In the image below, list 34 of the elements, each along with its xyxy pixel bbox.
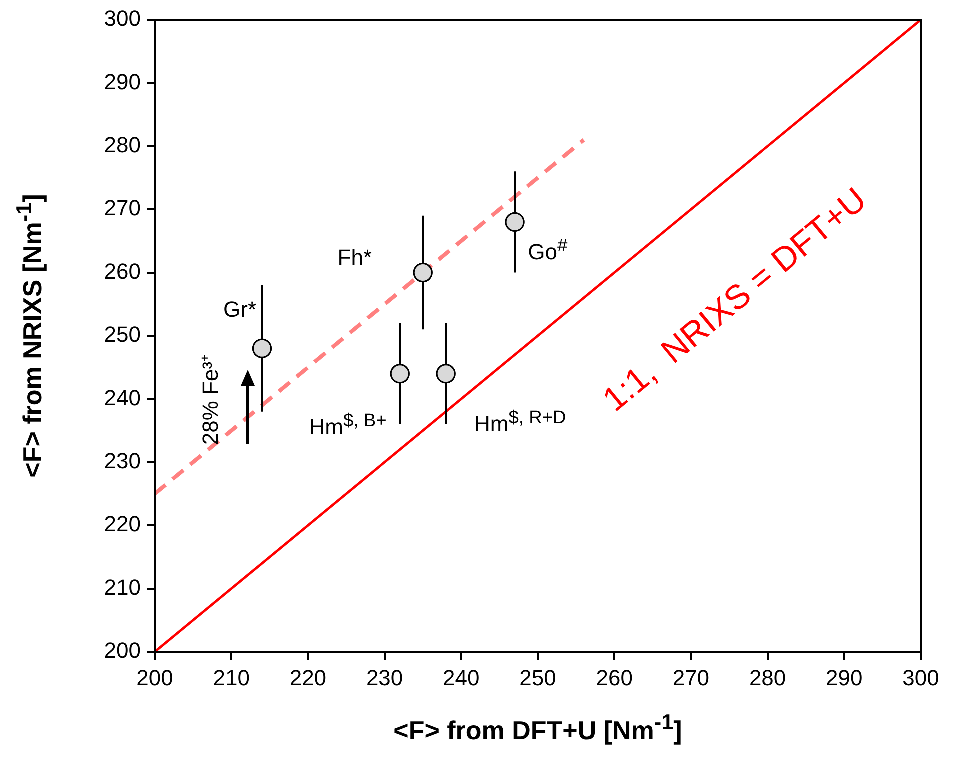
- y-tick-label: 300: [104, 6, 141, 32]
- y-tick-label: 220: [104, 512, 141, 537]
- annotation: 28% Fe³⁺: [198, 354, 223, 445]
- x-tick-label: 230: [366, 665, 404, 690]
- point: [413, 263, 433, 283]
- annotation: Fh*: [338, 245, 372, 270]
- x-tick-label: 270: [672, 665, 710, 690]
- y-tick-label: 270: [104, 196, 141, 221]
- y-tick-label: 240: [104, 385, 141, 410]
- annotation: Hm$^{$, R+D}$: [474, 406, 566, 437]
- x-tick-label: 250: [520, 665, 556, 690]
- y-tick-label: 210: [104, 574, 141, 600]
- annotation: Go$^{#}$: [528, 234, 568, 265]
- point: [436, 364, 456, 384]
- y-tick-label: 280: [104, 132, 141, 158]
- x-tick-label: 240: [443, 665, 480, 690]
- y-tick-label: 230: [104, 448, 141, 474]
- x-tick-label: 220: [290, 665, 327, 690]
- annotation: Gr*: [224, 297, 257, 322]
- x-tick-label: 260: [596, 665, 633, 690]
- y-tick-label: 260: [104, 258, 141, 284]
- x-axis-title: <F> from DFT+U [Nm$^{-1}$]: [394, 710, 682, 746]
- y-tick-label: 200: [104, 638, 141, 664]
- annotation: Hm$^{$, B+}$: [309, 409, 387, 440]
- x-tick-label: 210: [213, 665, 250, 690]
- point: [252, 338, 272, 358]
- x-tick-label: 290: [826, 665, 863, 690]
- y-tick-label: 290: [104, 69, 141, 94]
- x-tick-label: 200: [136, 665, 174, 690]
- x-tick-label: 280: [749, 665, 786, 690]
- point: [390, 364, 410, 384]
- x-tick-label: 300: [902, 665, 940, 690]
- point: [505, 212, 525, 232]
- y-tick-label: 250: [104, 322, 141, 348]
